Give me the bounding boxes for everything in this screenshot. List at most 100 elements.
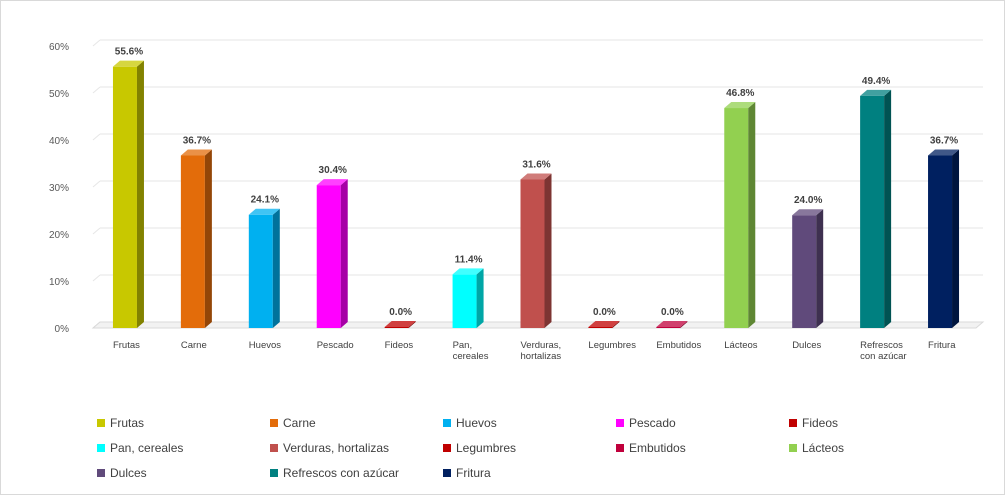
legend-item: Refrescos con azúcar bbox=[270, 463, 399, 483]
legend-item: Carne bbox=[270, 413, 316, 433]
bar-side bbox=[816, 209, 824, 328]
category-label: Dulces bbox=[792, 340, 821, 351]
legend-swatch bbox=[270, 444, 278, 452]
bar-side bbox=[408, 321, 416, 328]
legend-item: Lácteos bbox=[789, 438, 844, 458]
bar-side bbox=[884, 89, 892, 328]
legend-swatch bbox=[270, 419, 278, 427]
bar-top bbox=[316, 179, 348, 186]
bar-side bbox=[204, 149, 212, 328]
data-label: 30.4% bbox=[319, 165, 347, 176]
legend-item: Fideos bbox=[789, 413, 838, 433]
y-tick-label: 20% bbox=[49, 230, 69, 241]
legend-label: Frutas bbox=[110, 416, 145, 430]
bar-top bbox=[928, 149, 960, 156]
bar-top bbox=[452, 268, 484, 275]
y-tick-label: 30% bbox=[49, 183, 69, 194]
bar bbox=[316, 185, 341, 328]
gridline-depth bbox=[92, 133, 101, 141]
bar-top bbox=[588, 321, 620, 327]
y-tick-label: 0% bbox=[55, 324, 70, 335]
data-label: 0.0% bbox=[389, 307, 412, 318]
legend-item: Huevos bbox=[443, 413, 497, 433]
bar-top bbox=[656, 321, 688, 327]
legend-swatch bbox=[97, 444, 105, 452]
legend-swatch bbox=[443, 469, 451, 477]
legend-swatch bbox=[270, 469, 278, 477]
data-label: 0.0% bbox=[593, 307, 616, 318]
bar-side bbox=[544, 173, 552, 328]
legend-label: Carne bbox=[283, 416, 316, 430]
gridline-depth bbox=[92, 227, 101, 235]
y-tick-label: 50% bbox=[49, 89, 69, 100]
bar bbox=[520, 179, 545, 328]
gridline-depth bbox=[92, 86, 101, 94]
category-label: Huevos bbox=[249, 340, 281, 351]
legend-label: Fideos bbox=[802, 416, 839, 430]
bar bbox=[588, 327, 613, 328]
bar-top bbox=[520, 173, 552, 180]
legend-swatch bbox=[443, 444, 451, 452]
legend-item: Dulces bbox=[97, 463, 147, 483]
legend-label: Legumbres bbox=[456, 441, 517, 455]
bar-top bbox=[180, 149, 212, 156]
bar-side bbox=[340, 179, 348, 328]
legend-label: Verduras, hortalizas bbox=[283, 441, 390, 455]
legend-item: Fritura bbox=[443, 463, 491, 483]
bar bbox=[792, 215, 817, 328]
bar-side bbox=[476, 268, 484, 328]
gridline-depth bbox=[92, 274, 101, 282]
bar-top bbox=[724, 102, 756, 109]
bar-side bbox=[612, 321, 620, 328]
bar-side bbox=[748, 102, 756, 328]
bar-top bbox=[384, 321, 416, 327]
legend-item: Verduras, hortalizas bbox=[270, 438, 389, 458]
legend-swatch bbox=[97, 419, 105, 427]
legend-label: Fritura bbox=[456, 466, 491, 480]
bar-side bbox=[680, 321, 688, 328]
data-label: 46.8% bbox=[726, 88, 754, 99]
y-tick-label: 10% bbox=[49, 277, 69, 288]
bar bbox=[112, 66, 137, 329]
legend-item: Frutas bbox=[97, 413, 144, 433]
y-tick-label: 60% bbox=[49, 42, 69, 53]
bar-top bbox=[248, 208, 280, 215]
data-label: 24.0% bbox=[794, 195, 822, 206]
legend-item: Pan, cereales bbox=[97, 438, 183, 458]
legend-label: Pan, cereales bbox=[110, 441, 184, 455]
legend-label: Refrescos con azúcar bbox=[283, 466, 400, 480]
bar-top bbox=[860, 89, 892, 96]
legend-swatch bbox=[789, 419, 797, 427]
gridline-depth bbox=[92, 39, 101, 47]
bar-side bbox=[952, 149, 960, 328]
legend-label: Lácteos bbox=[802, 441, 845, 455]
data-label: 55.6% bbox=[115, 47, 143, 58]
category-label: Verduras, hortalizas bbox=[521, 340, 562, 362]
category-label: Frutas bbox=[113, 340, 140, 351]
bar bbox=[860, 95, 885, 328]
legend: Frutas Carne Huevos Pescado Fideos Pan, cerea… bbox=[97, 413, 977, 488]
bar bbox=[180, 155, 205, 328]
category-label: Carne bbox=[181, 340, 207, 351]
bar bbox=[248, 214, 273, 328]
data-label: 36.7% bbox=[183, 136, 211, 147]
legend-swatch bbox=[616, 419, 624, 427]
data-label: 11.4% bbox=[455, 254, 483, 265]
legend-swatch bbox=[789, 444, 797, 452]
legend-item: Pescado bbox=[616, 413, 676, 433]
bar bbox=[724, 108, 749, 328]
data-label: 31.6% bbox=[522, 159, 550, 170]
bar bbox=[384, 327, 409, 328]
bar bbox=[452, 274, 477, 328]
bar-chart: 0% 10% 20% 30% 40% 50% 60% 55.6% Frutas 36.7% Carn… bbox=[49, 39, 985, 362]
legend-item: Legumbres bbox=[443, 438, 516, 458]
legend-label: Dulces bbox=[110, 466, 147, 480]
data-label: 49.4% bbox=[862, 76, 890, 87]
legend-swatch bbox=[443, 419, 451, 427]
legend-label: Embutidos bbox=[629, 441, 686, 455]
category-label: Embutidos bbox=[656, 340, 701, 351]
bar-top bbox=[792, 209, 824, 216]
bar-side bbox=[272, 208, 280, 328]
category-label: Fideos bbox=[385, 340, 414, 351]
